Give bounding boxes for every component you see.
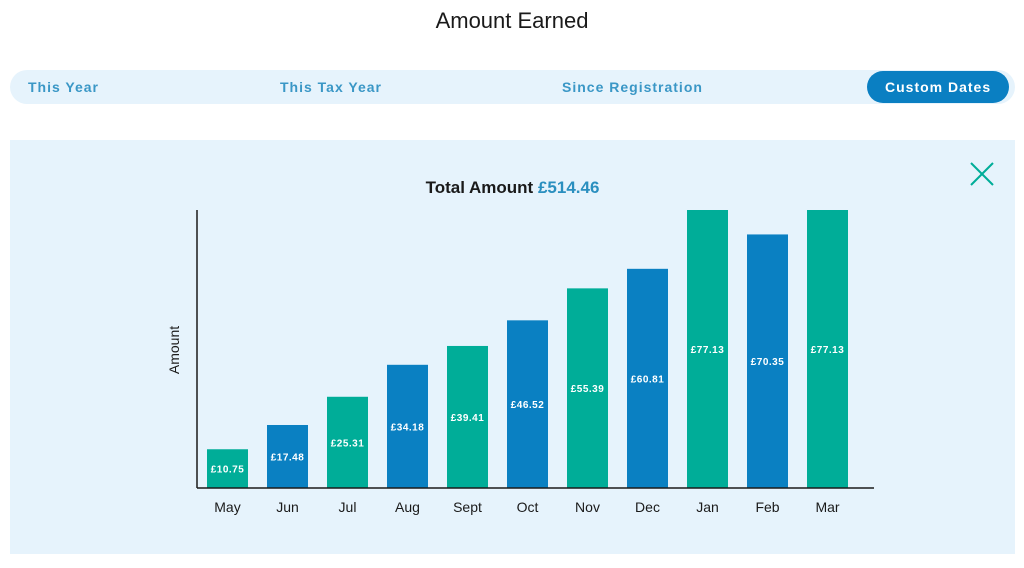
bar-dec <box>627 268 668 488</box>
bar-sept <box>447 345 488 488</box>
close-button[interactable] <box>968 160 996 188</box>
tab-this-year[interactable]: This Year <box>28 79 100 95</box>
bar-feb <box>747 234 788 488</box>
bar-value-label: £60.81 <box>631 374 665 385</box>
close-icon <box>970 162 994 186</box>
bar-nov <box>567 288 608 488</box>
x-tick-label: Aug <box>395 499 420 515</box>
total-amount-value: £514.46 <box>537 178 600 197</box>
bar-may <box>207 449 248 488</box>
bar-value-label: £77.13 <box>811 345 845 356</box>
tab-custom-dates[interactable]: Custom Dates <box>867 71 1010 103</box>
bar-oct <box>507 320 548 488</box>
tab-since-registration[interactable]: Since Registration <box>562 79 703 95</box>
x-tick-label: Nov <box>575 499 600 515</box>
page-title: Amount Earned <box>435 8 589 33</box>
x-tick-label: Dec <box>635 499 660 515</box>
bar-jun <box>267 424 308 488</box>
x-tick-label: Sept <box>453 499 482 515</box>
bar-value-label: £17.48 <box>271 452 305 463</box>
date-range-tabs: This Year This Tax Year Since Registrati… <box>10 70 1015 104</box>
tab-this-tax-year[interactable]: This Tax Year <box>280 79 382 95</box>
bar-value-label: £55.39 <box>571 384 605 395</box>
x-tick-label: Mar <box>815 499 839 515</box>
chart-panel: Total Amount £514.46 £10.75 May £17.48 Jun £… <box>10 140 1015 554</box>
bar-value-label: £39.41 <box>451 413 485 424</box>
x-tick-label: Oct <box>517 499 539 515</box>
bar-value-label: £25.31 <box>331 438 365 449</box>
bar-value-label: £77.13 <box>691 345 725 356</box>
bar-mar <box>807 210 848 488</box>
bar-value-label: £46.52 <box>511 400 545 411</box>
bar-jan <box>687 210 728 488</box>
x-tick-label: Feb <box>755 499 779 515</box>
bar-value-label: £10.75 <box>211 465 245 476</box>
bar-jul <box>327 396 368 488</box>
bar-chart: £10.75 May £17.48 Jun £25.31 Jul £34.18 Aug £39.… <box>166 210 874 515</box>
x-tick-label: Jun <box>276 499 299 515</box>
x-tick-label: May <box>214 499 240 515</box>
bar-aug <box>387 364 428 488</box>
chart-title: Total Amount £514.46 <box>10 178 1015 198</box>
total-amount-label: Total Amount <box>425 178 534 197</box>
bar-value-label: £34.18 <box>391 422 425 433</box>
x-tick-label: Jul <box>339 499 357 515</box>
y-axis-label: Amount <box>166 326 182 374</box>
x-tick-label: Jan <box>696 499 719 515</box>
bar-value-label: £70.35 <box>751 357 785 368</box>
